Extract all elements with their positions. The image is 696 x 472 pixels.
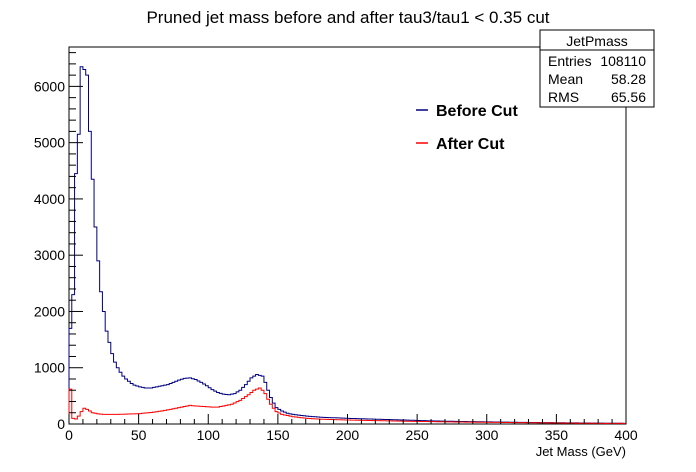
legend-item-after: After Cut [416, 136, 505, 153]
stat-label-entries: Entries [548, 53, 592, 69]
x-tick-label: 300 [475, 427, 499, 443]
x-tick-label: 100 [197, 427, 221, 443]
y-tick-label: 0 [57, 416, 65, 432]
y-tick-label: 2000 [34, 303, 65, 319]
legend-label-after: After Cut [436, 136, 505, 153]
legend-item-before: Before Cut [416, 103, 518, 120]
stat-label-mean: Mean [548, 71, 583, 87]
stats-box-title: JetPmass [566, 33, 627, 49]
series-line-before-cut [68, 66, 627, 424]
stat-value-rms: 65.56 [611, 89, 646, 105]
x-tick-label: 400 [614, 427, 638, 443]
y-tick-label: 6000 [34, 78, 65, 94]
axes-layer: 0 50 100 150 200 250 300 350 4000100020003000400… [34, 52, 638, 443]
x-tick-label: 150 [266, 427, 290, 443]
stat-label-rms: RMS [548, 89, 579, 105]
y-tick-label: 5000 [34, 135, 65, 151]
stat-value-mean: 58.28 [611, 71, 646, 87]
x-tick-label: 350 [545, 427, 569, 443]
stats-box: JetPmass Entries 108110 Mean 58.28 RMS 6… [539, 29, 655, 108]
chart-title: Pruned jet mass before and after tau3/ta… [146, 8, 549, 27]
x-tick-label: 200 [336, 427, 360, 443]
legend: Before Cut After Cut [416, 103, 518, 153]
x-tick-label: 50 [131, 427, 147, 443]
legend-label-before: Before Cut [436, 103, 518, 120]
y-tick-label: 4000 [34, 191, 65, 207]
series-layer [68, 66, 627, 424]
stats-box-frame [539, 29, 655, 108]
series-line-after-cut [68, 387, 627, 424]
x-tick-label: 250 [405, 427, 429, 443]
stat-value-entries: 108110 [600, 53, 646, 69]
x-tick-label: 0 [65, 427, 73, 443]
y-tick-label: 1000 [34, 360, 65, 376]
x-axis-label: Jet Mass (GeV) [536, 444, 626, 459]
y-tick-label: 3000 [34, 247, 65, 263]
